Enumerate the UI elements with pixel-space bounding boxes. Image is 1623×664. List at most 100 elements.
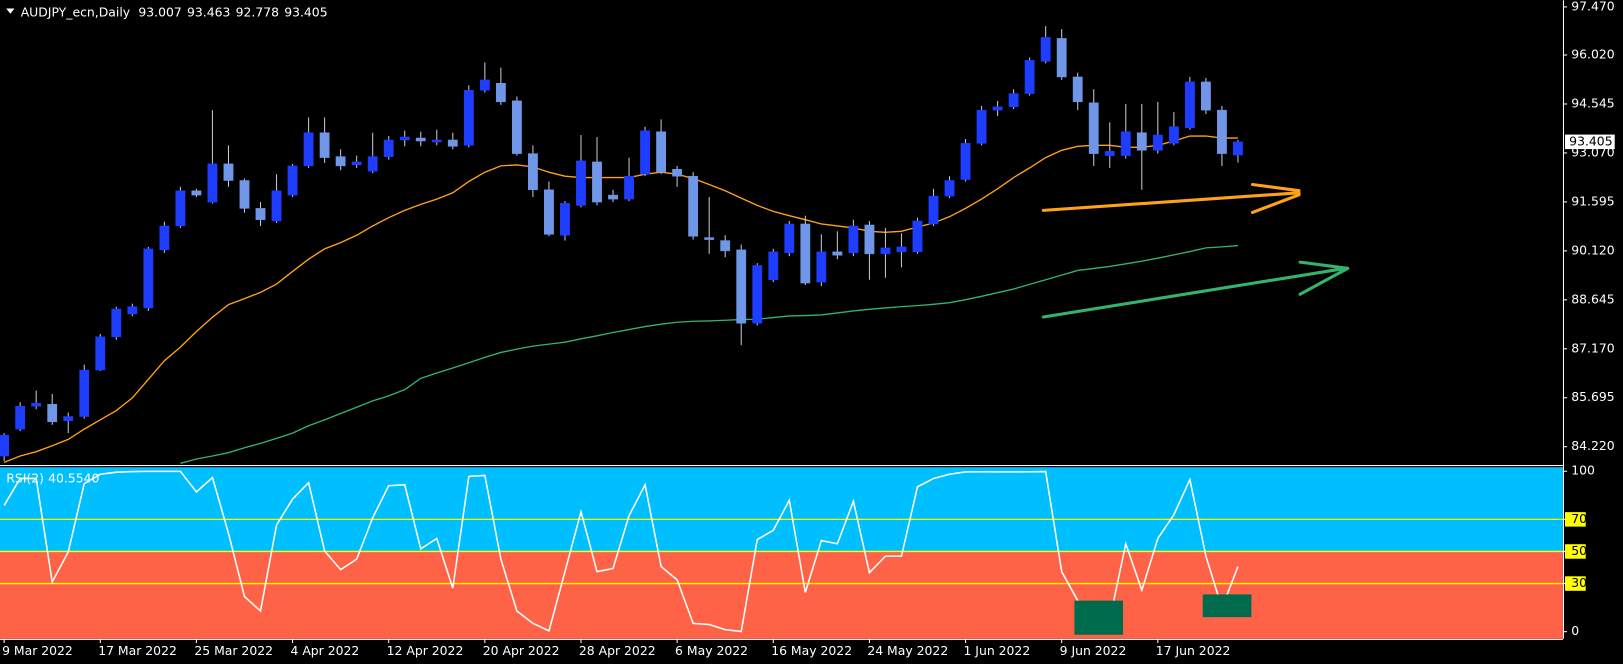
x-tick-label: 17 Jun 2022 (1156, 643, 1231, 658)
x-tick-label: 24 May 2022 (867, 643, 948, 658)
candle-body (544, 189, 554, 235)
frame (0, 0, 1565, 640)
y-tick-label: 88.645 (1571, 291, 1614, 306)
candle-body (159, 225, 170, 251)
candle-body (960, 143, 971, 180)
candle-body (944, 180, 955, 197)
candle-body (239, 180, 250, 209)
candle-body (1233, 141, 1243, 156)
symbol-header: AUDJPY_ecn,Daily 93.007 93.463 92.778 93.405 (21, 4, 328, 19)
rsi-y-tick-label: 30 (1571, 575, 1587, 590)
candle-body (255, 208, 266, 220)
x-tick-label: 25 Mar 2022 (194, 643, 273, 658)
ohlc-close: 93.405 (284, 4, 327, 19)
candle-body (896, 246, 907, 253)
candle-body (127, 306, 138, 315)
x-tick-label: 9 Jun 2022 (1060, 643, 1127, 658)
candle-body (1024, 60, 1035, 94)
candle-body (399, 136, 410, 141)
highlight-box (1074, 600, 1124, 635)
x-tick-label: 4 Apr 2022 (290, 643, 359, 658)
candle-body (688, 175, 699, 237)
candle-body (511, 100, 522, 154)
rsi-current: 40.5540 (48, 470, 99, 485)
rsi-lower-zone (0, 551, 1563, 639)
candle-body (479, 79, 490, 91)
candle-body (0, 434, 10, 457)
y-tick-label: 91.595 (1571, 193, 1614, 208)
candle-body (720, 240, 731, 252)
candle-body (912, 220, 923, 253)
candle-body (63, 416, 74, 422)
menu-triangle (6, 8, 15, 14)
last-price-box (1565, 134, 1615, 150)
candle-body (848, 225, 859, 254)
candle-body (704, 237, 715, 240)
x-tick-label: 6 May 2022 (675, 643, 748, 658)
candle-body (271, 190, 282, 222)
candle-body (447, 139, 458, 147)
y-tick-label: 97.470 (1571, 0, 1615, 13)
y-tick-label: 84.220 (1571, 438, 1615, 453)
ohlc-high: 93.463 (187, 4, 230, 19)
line-series (3, 135, 1238, 463)
x-tick-label: 1 Jun 2022 (963, 643, 1030, 658)
candle-body (560, 203, 570, 236)
candle-body (928, 195, 939, 225)
ohlc-low: 92.778 (236, 4, 280, 19)
candle-body (1184, 81, 1195, 128)
candle-body (287, 165, 298, 196)
candle-body (976, 109, 987, 144)
candle-body (1217, 109, 1227, 154)
candle-body (143, 248, 154, 309)
candle-body (784, 223, 795, 254)
candle-body (800, 223, 811, 284)
candle-body (1072, 76, 1083, 103)
candle-body (768, 251, 779, 281)
rsi-y-tick-label: 70 (1571, 511, 1587, 526)
candle-body (672, 168, 683, 177)
candle-body (752, 265, 763, 324)
rsi-name: RSI(2) (6, 470, 44, 485)
candle-body (367, 156, 378, 172)
candle-body (640, 130, 650, 175)
x-tick-label: 12 Apr 2022 (387, 643, 464, 658)
rsi-level-tag (1565, 576, 1586, 591)
y-tick-label: 96.020 (1571, 47, 1615, 62)
rsi-upper-zone (0, 467, 1563, 552)
line-series (180, 244, 1239, 464)
candle-body (415, 137, 426, 142)
y-tick-label: 87.170 (1571, 340, 1615, 355)
candle-body (880, 247, 891, 255)
candle-body (608, 194, 618, 200)
candle-body (1200, 81, 1211, 111)
price-pane (0, 26, 1243, 464)
candle-body (832, 251, 843, 256)
candle-body (495, 82, 506, 103)
candle-body (656, 131, 667, 173)
x-tick-label: 9 Mar 2022 (2, 643, 73, 658)
candle-body (864, 224, 875, 255)
candle-body (111, 308, 122, 338)
symbol-name: AUDJPY_ecn,Daily (21, 4, 130, 19)
candle-body (592, 161, 602, 203)
candle-body (351, 161, 362, 166)
candle-body (1104, 151, 1115, 156)
x-tick-label: 28 Apr 2022 (579, 643, 656, 658)
candle-body (79, 369, 90, 417)
x-tick-label: 20 Apr 2022 (483, 643, 560, 658)
candle-body (335, 156, 346, 167)
candle-body (47, 403, 58, 423)
candle-body (1088, 102, 1099, 154)
ohlc-open: 93.007 (138, 4, 181, 19)
candle-body (816, 251, 827, 283)
candle-body (15, 405, 26, 430)
green-arrow (1041, 260, 1350, 319)
candle-body (992, 106, 1003, 111)
last-price-label: 93.405 (1569, 133, 1612, 148)
candle-body (1056, 38, 1067, 78)
candle-body (31, 402, 42, 407)
candle-body (431, 139, 442, 143)
candle-body (1152, 134, 1163, 151)
candle-body (175, 190, 186, 227)
